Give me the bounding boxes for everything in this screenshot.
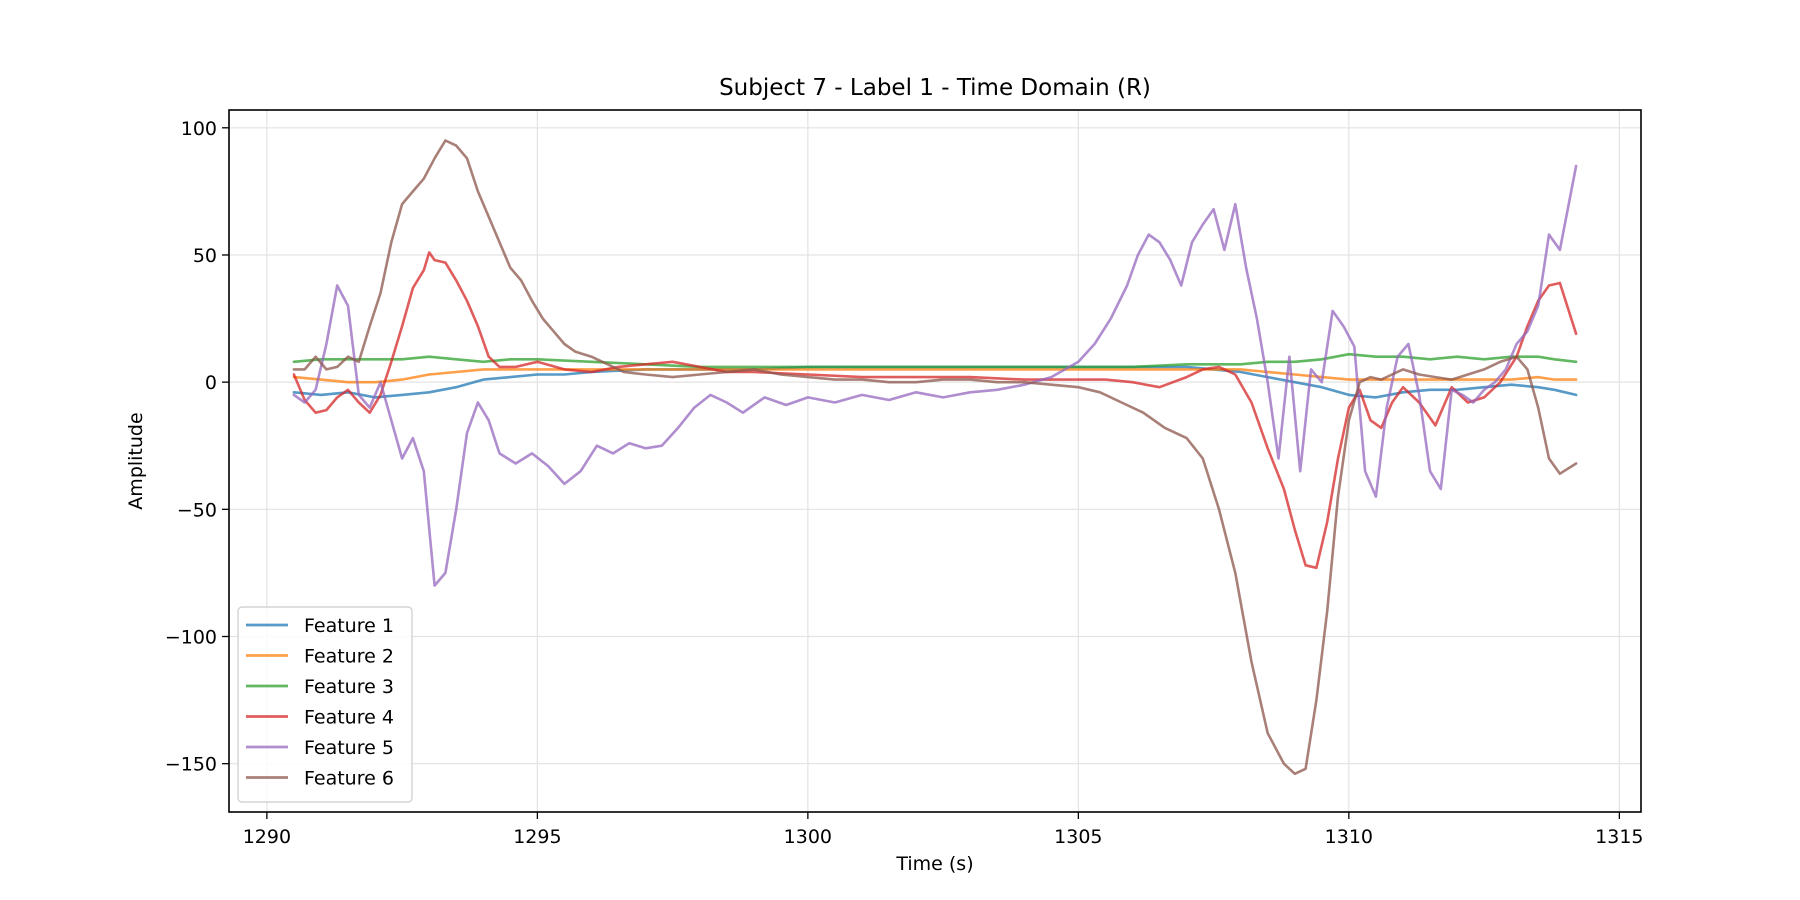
- legend-label: Feature 3: [304, 676, 394, 698]
- axis-ticks: 1290 1295 1300 1305 1310 1315 100 50 0 −50 −100 −15…: [165, 118, 1644, 848]
- series-line-feature-4: [292, 251, 1578, 570]
- y-axis-label: Amplitude: [125, 412, 147, 509]
- legend-label: Feature 5: [304, 737, 394, 759]
- series-line-feature-5: [292, 164, 1578, 587]
- x-axis-label: Time (s): [895, 853, 973, 875]
- plot-frame: [228, 109, 1642, 813]
- series-line-feature-3: [292, 352, 1578, 369]
- legend-label: Feature 2: [304, 646, 394, 668]
- legend-label: Feature 6: [304, 768, 394, 790]
- y-tick-label: −100: [165, 627, 217, 649]
- legend-label: Feature 1: [304, 615, 394, 637]
- x-tick-label: 1310: [1325, 826, 1373, 848]
- grid-lines: [229, 110, 1641, 812]
- series-line-feature-2: [292, 368, 1578, 384]
- y-tick-label: −150: [165, 754, 217, 776]
- y-tick-label: 0: [205, 372, 217, 394]
- x-tick-label: 1295: [513, 826, 561, 848]
- series-line-feature-6: [292, 139, 1578, 776]
- legend: Feature 1 Feature 2 Feature 3 Feature 4 Feat…: [237, 606, 413, 803]
- y-tick-label: −50: [177, 499, 217, 521]
- x-tick-label: 1300: [784, 826, 832, 848]
- x-tick-label: 1305: [1054, 826, 1102, 848]
- x-tick-label: 1315: [1595, 826, 1643, 848]
- y-tick-label: 100: [181, 118, 217, 140]
- x-tick-label: 1290: [243, 826, 291, 848]
- y-tick-label: 50: [193, 245, 217, 267]
- legend-label: Feature 4: [304, 707, 394, 729]
- chart-title: Subject 7 - Label 1 - Time Domain (R): [719, 75, 1151, 101]
- series-lines: [292, 139, 1578, 776]
